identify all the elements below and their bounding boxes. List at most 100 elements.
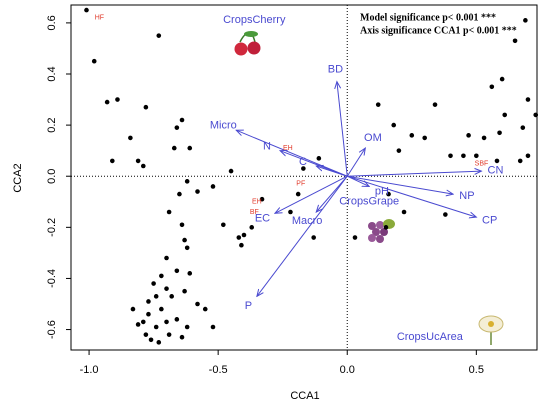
point [143,104,149,110]
point [179,117,185,123]
point [512,38,518,44]
point [166,332,172,337]
centroid-label: CropsUcArea [397,331,464,343]
point [228,168,234,174]
y-axis-title: CCA2 [12,163,24,192]
point [179,334,185,340]
point [195,189,200,194]
point [174,317,180,322]
site-label: EH [283,145,293,152]
point [494,158,500,164]
point [164,255,169,261]
point [187,145,193,151]
x-tick-label: 0.5 [469,364,484,376]
point [386,191,391,197]
point [140,319,146,325]
grape-icon [368,219,395,243]
point [301,166,306,171]
point [249,225,255,230]
point [241,232,247,238]
point [115,97,120,102]
y-tick-label: 0.2 [46,117,58,132]
vector-label: OM [364,132,382,144]
point [401,209,407,215]
point [422,135,427,141]
point [236,235,242,240]
y-tick-label: 0.4 [46,66,58,81]
vector-label: CN [488,165,504,177]
site-label: EH [252,199,262,206]
point [128,135,133,141]
site-label: PF [296,181,305,188]
point [391,122,397,128]
vector-label: Macro [292,215,323,227]
point [156,33,162,38]
point [525,153,531,159]
centroid-label: CropsGrape [339,196,399,208]
vector-label: C [299,156,307,168]
point [239,242,244,248]
point [164,286,169,291]
flower-icon [478,315,504,345]
vector-arrow [347,175,369,186]
point [517,158,523,164]
point [171,145,177,151]
point [259,196,265,202]
vector-arrow [280,151,348,177]
point [148,337,154,343]
point [91,58,97,64]
y-tick-label: 0.6 [46,15,58,30]
point [184,179,190,184]
point [375,102,381,107]
point [146,299,151,304]
vector-label: pH [375,185,389,197]
point [523,18,528,23]
point [295,191,301,197]
point [432,102,438,107]
point [151,281,156,286]
x-tick-label: 0.0 [340,364,355,376]
annotation: Axis significance CCA1 p< 0.001 *** [360,25,517,36]
site-label: SBF [475,160,489,167]
vector-label: EC [255,213,270,225]
point [159,306,164,312]
x-axis-title: CCA1 [290,390,319,402]
point [164,319,169,325]
vector-arrow [337,82,348,177]
vector-label: P [245,300,252,312]
point [184,324,190,330]
point [525,97,531,102]
point [210,184,216,189]
point [448,153,453,159]
point [221,222,226,228]
site-label: BF [250,209,259,216]
centroid-label: CropsCherry [223,14,286,26]
annotation: Model significance p< 0.001 *** [360,12,496,23]
point [288,209,293,215]
vector-label: NP [459,190,474,202]
point [489,84,495,90]
point [182,288,187,294]
vector-arrow [347,175,453,194]
point [396,148,402,153]
point [146,311,151,317]
point [184,245,190,251]
point [316,156,322,161]
vector-arrow [257,175,348,296]
point [110,158,115,164]
point [187,271,193,276]
y-tick-label: -0.4 [46,269,58,288]
vector-arrow [346,148,365,177]
vector-label: CP [482,215,497,227]
point [179,222,185,228]
vector-label: BD [328,64,343,76]
y-tick-label: -0.6 [46,320,58,339]
point [311,235,316,240]
plot-frame [70,4,538,351]
point [140,163,146,169]
cherry-icon [234,31,261,56]
point [466,133,471,138]
point [159,273,164,279]
vector-arrow [236,130,348,177]
